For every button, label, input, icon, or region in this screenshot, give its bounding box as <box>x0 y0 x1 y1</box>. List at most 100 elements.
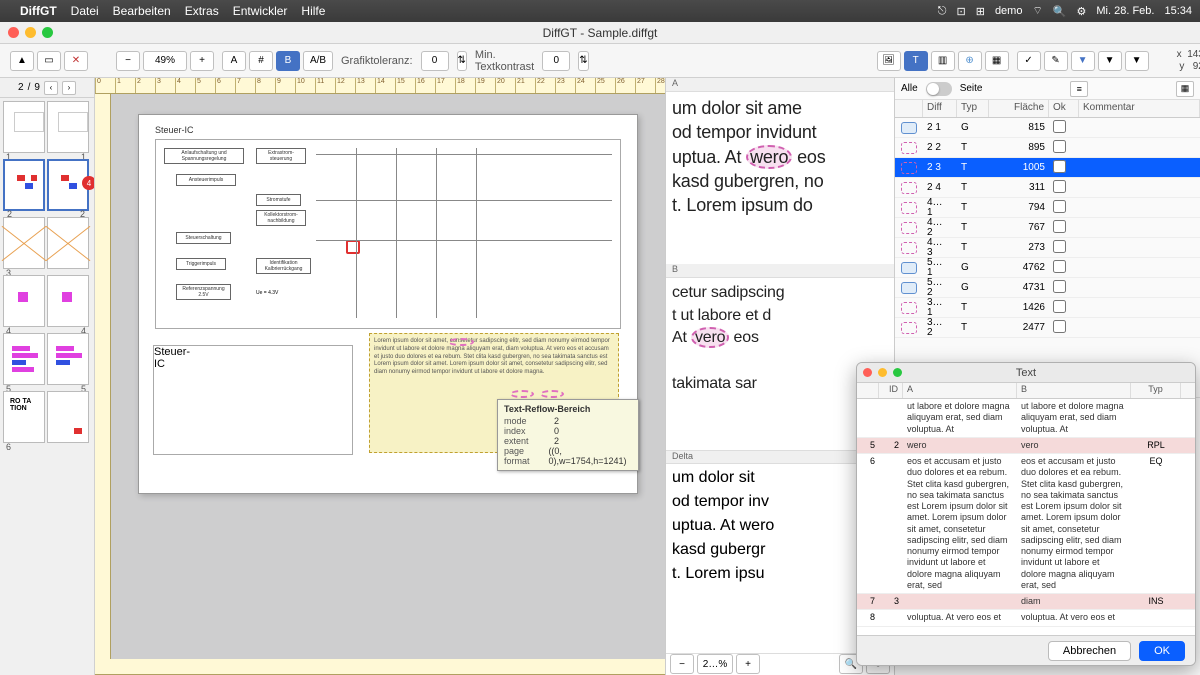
diff-row[interactable]: 5… 2 G 4731 <box>895 278 1200 298</box>
zoom-in[interactable]: + <box>190 51 214 71</box>
textkontrast-stepper[interactable]: ⇅ <box>578 51 588 71</box>
thumb-row-1[interactable]: 1 1 <box>0 98 94 156</box>
tool-rect[interactable]: ▭ <box>37 51 61 71</box>
grafiktoleranz-field[interactable] <box>421 51 449 71</box>
edit-button[interactable]: ✎ <box>1044 51 1068 71</box>
thumb-row-4[interactable]: 4 4 <box>0 272 94 330</box>
filter-all-label[interactable]: Alle <box>901 83 918 94</box>
circuit-diagram: Anlaufschaltung und Spannungsregelung Ex… <box>155 139 621 329</box>
mode-image-button[interactable]: 🖼 <box>877 51 901 71</box>
view-b-button[interactable]: B <box>276 51 300 71</box>
menu-hilfe[interactable]: Hilfe <box>301 4 325 18</box>
text-window-titlebar[interactable]: Text <box>857 363 1195 383</box>
menu-entwickler[interactable]: Entwickler <box>233 4 288 18</box>
diff-row[interactable]: 2 2 T 895 <box>895 138 1200 158</box>
ruler-vertical <box>95 94 111 659</box>
highlighted-component <box>346 240 360 254</box>
status-icon-3[interactable]: ⊞ <box>976 5 985 18</box>
view-ab-button[interactable]: A/B <box>303 51 333 71</box>
diff-table: Diff Typ Fläche Ok Kommentar 2 1 G 815 2… <box>895 100 1200 397</box>
zoom-field[interactable] <box>143 51 187 71</box>
tooltip: Text-Reflow-Bereich mode2 index0 extent2… <box>497 399 639 471</box>
check-button[interactable]: ✓ <box>1017 51 1041 71</box>
zoom-button[interactable] <box>42 27 53 38</box>
canvas-viewport[interactable]: Steuer-IC Anlaufschaltung und Spannungsr… <box>111 94 665 659</box>
diff-ok-checkbox[interactable] <box>1053 160 1066 173</box>
menu-extras[interactable]: Extras <box>185 4 219 18</box>
ruler-horizontal: document.write(Array.from({length:30},(_… <box>95 78 665 94</box>
diff-ok-checkbox[interactable] <box>1053 240 1066 253</box>
tool-arrow[interactable]: ▲ <box>10 51 34 71</box>
diff-row[interactable]: 5… 1 G 4762 <box>895 258 1200 278</box>
tool-delete[interactable]: ✕ <box>64 51 88 71</box>
diff-row[interactable]: 3… 2 T 2477 <box>895 318 1200 338</box>
filter-toggle[interactable] <box>926 82 952 96</box>
close-button[interactable] <box>8 27 19 38</box>
diff-ok-checkbox[interactable] <box>1053 140 1066 153</box>
diff-table-header: Diff Typ Fläche Ok Kommentar <box>895 100 1200 118</box>
app-name[interactable]: DiffGT <box>20 4 57 18</box>
minimize-button[interactable] <box>25 27 36 38</box>
text-diff-row[interactable]: 73 diamINS <box>857 594 1195 610</box>
page-prev-button[interactable]: ‹ <box>44 81 58 95</box>
text-diff-row[interactable]: 6 eos et accusam et justo duo dolores et… <box>857 454 1195 594</box>
filter2-button[interactable]: ▼ <box>1098 51 1122 71</box>
control-center-icon[interactable]: ⚙ <box>1077 5 1087 18</box>
text-window-buttons: Abbrechen OK <box>857 635 1195 665</box>
status-icon-2[interactable]: ⊡ <box>957 5 966 18</box>
diff-row[interactable]: 2 3 T 1005 <box>895 158 1200 178</box>
cancel-button[interactable]: Abbrechen <box>1048 641 1131 661</box>
preview-zoom-field[interactable] <box>697 654 733 674</box>
menubar-time[interactable]: 15:34 <box>1164 5 1192 17</box>
diff-ok-checkbox[interactable] <box>1053 320 1066 333</box>
thumb-row-6[interactable]: RO TA TION6 <box>0 388 94 446</box>
diff-ok-checkbox[interactable] <box>1053 220 1066 233</box>
mode-columns-button[interactable]: ▥ <box>931 51 955 71</box>
view-a-button[interactable]: A <box>222 51 246 71</box>
text-diff-row[interactable]: ut labore et dolore magna aliquyam erat,… <box>857 399 1195 438</box>
mode-link-button[interactable]: ⊕ <box>958 51 982 71</box>
preview-zoom-in[interactable]: + <box>736 654 760 674</box>
view-list-button[interactable]: ≡ <box>1070 81 1088 97</box>
text-window-min[interactable] <box>878 368 887 377</box>
diff-row[interactable]: 4… 3 T 273 <box>895 238 1200 258</box>
mode-grid-button[interactable]: ▦ <box>985 51 1009 71</box>
preview-zoom-out[interactable]: − <box>670 654 694 674</box>
menu-bearbeiten[interactable]: Bearbeiten <box>113 4 171 18</box>
diff-ok-checkbox[interactable] <box>1053 280 1066 293</box>
thumb-row-2[interactable]: 2 2 4 <box>0 156 94 214</box>
diff-ok-checkbox[interactable] <box>1053 120 1066 133</box>
status-user[interactable]: demo <box>995 5 1023 17</box>
menu-datei[interactable]: Datei <box>71 4 99 18</box>
text-window-zoom[interactable] <box>893 368 902 377</box>
thumb-row-3[interactable]: 3 <box>0 214 94 272</box>
text-diff-row[interactable]: 8 voluptua. At vero eos etvoluptua. At v… <box>857 610 1195 626</box>
mode-text-button[interactable]: T <box>904 51 928 71</box>
filter1-button[interactable]: ▼ <box>1071 51 1095 71</box>
diff-row[interactable]: 2 4 T 311 <box>895 178 1200 198</box>
text-window-close[interactable] <box>863 368 872 377</box>
diff-ok-checkbox[interactable] <box>1053 180 1066 193</box>
filter3-button[interactable]: ▼ <box>1125 51 1149 71</box>
zoom-out[interactable]: − <box>116 51 140 71</box>
wifi-icon[interactable]: ⌔ <box>1032 4 1042 18</box>
thumb-row-5[interactable]: 5 5 <box>0 330 94 388</box>
page-next-button[interactable]: › <box>62 81 76 95</box>
search-icon[interactable]: 🔍 <box>1053 5 1067 18</box>
diff-row[interactable]: 4… 1 T 794 <box>895 198 1200 218</box>
status-icon-1[interactable]: ⎋ <box>938 5 947 18</box>
diff-row[interactable]: 2 1 G 815 <box>895 118 1200 138</box>
diff-ok-checkbox[interactable] <box>1053 260 1066 273</box>
diff-row[interactable]: 4… 2 T 767 <box>895 218 1200 238</box>
grafiktoleranz-stepper[interactable]: ⇅ <box>457 51 467 71</box>
view-grid-button[interactable]: ▦ <box>1176 81 1194 97</box>
textkontrast-field[interactable] <box>542 51 570 71</box>
text-diff-row[interactable]: 52 weroveroRPL <box>857 438 1195 454</box>
menubar-date[interactable]: Mi. 28. Feb. <box>1096 5 1154 17</box>
diff-ok-checkbox[interactable] <box>1053 300 1066 313</box>
filter-page-label[interactable]: Seite <box>960 83 983 94</box>
view-hash-button[interactable]: # <box>249 51 273 71</box>
diff-ok-checkbox[interactable] <box>1053 200 1066 213</box>
ok-button[interactable]: OK <box>1139 641 1185 661</box>
diff-row[interactable]: 3… 1 T 1426 <box>895 298 1200 318</box>
